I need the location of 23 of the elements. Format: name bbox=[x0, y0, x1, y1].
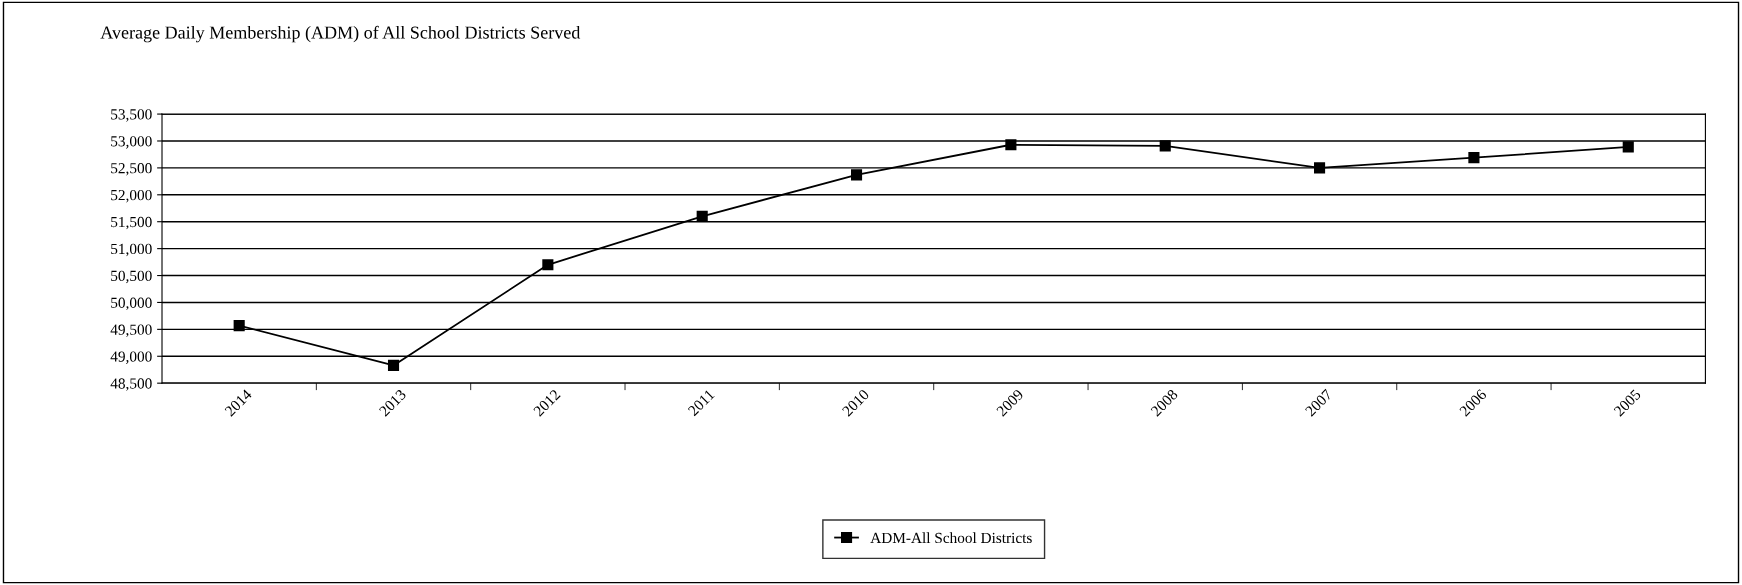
point bbox=[1005, 139, 1017, 151]
point bbox=[387, 359, 400, 371]
y-tick-label: 53,000 bbox=[111, 136, 152, 149]
y-tick-label: 51,500 bbox=[111, 216, 152, 230]
y-tick-label: 49,500 bbox=[110, 324, 152, 337]
chart-title: Average Daily Membership (ADM) of All School Districts Served bbox=[100, 25, 581, 43]
y-tick-label: 49,000 bbox=[110, 351, 152, 364]
point bbox=[1159, 140, 1171, 152]
y-tick-label: 53,500 bbox=[111, 109, 152, 122]
point bbox=[1468, 152, 1480, 164]
point bbox=[696, 210, 708, 222]
y-tick-label: 52,000 bbox=[111, 189, 152, 203]
point bbox=[1622, 141, 1634, 153]
y-tick-label: 48,500 bbox=[110, 378, 152, 391]
point bbox=[850, 169, 863, 181]
legend-label: ADM-All School Districts bbox=[870, 532, 1032, 544]
y-tick-label: 50,000 bbox=[111, 297, 152, 311]
point bbox=[1314, 162, 1326, 174]
y-tick-label: 52,500 bbox=[111, 163, 152, 176]
y-tick-label: 51,000 bbox=[111, 243, 152, 257]
y-tick-label: 50,500 bbox=[111, 270, 152, 284]
point bbox=[233, 320, 245, 332]
point bbox=[542, 259, 554, 271]
